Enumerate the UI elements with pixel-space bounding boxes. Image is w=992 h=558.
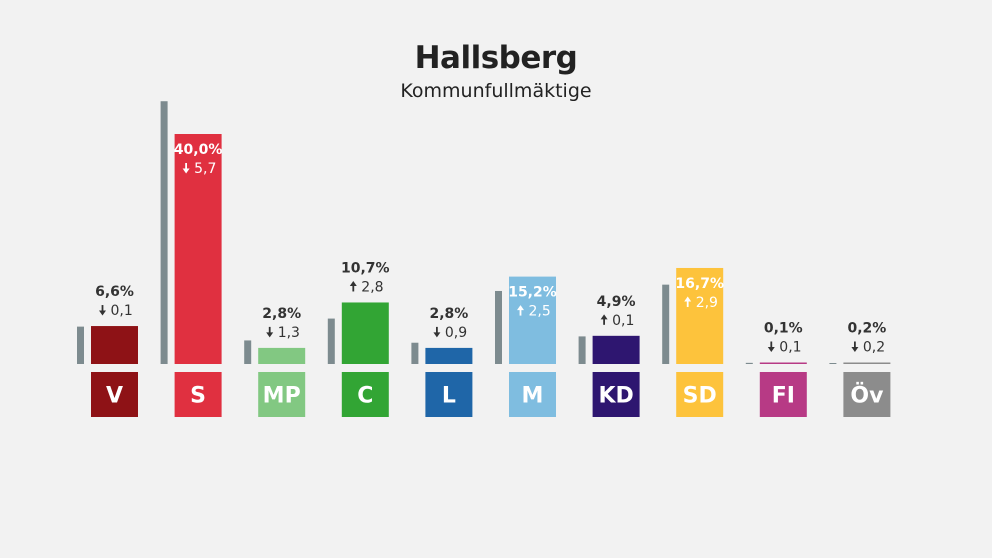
value-label-9: 0,2% bbox=[847, 321, 886, 337]
value-label-2: 2,8% bbox=[262, 306, 301, 322]
party-box-1 bbox=[174, 372, 222, 417]
change-arrow-icon bbox=[851, 341, 859, 352]
previous-bar-2 bbox=[244, 340, 252, 364]
change-label-2: 1,3 bbox=[278, 325, 300, 341]
value-label-6: 4,9% bbox=[597, 294, 636, 310]
party-label-1: S bbox=[190, 384, 206, 409]
change-arrow-icon bbox=[266, 326, 274, 338]
party-box-2 bbox=[258, 372, 306, 417]
previous-bar-5 bbox=[495, 290, 502, 364]
previous-bar-3 bbox=[327, 318, 335, 364]
value-label-5: 15,2% bbox=[508, 285, 557, 301]
party-box-4 bbox=[425, 372, 473, 417]
previous-bar-9 bbox=[829, 363, 837, 364]
value-label-1: 40,0% bbox=[174, 142, 223, 158]
change-arrow-icon bbox=[767, 341, 775, 352]
change-label-0: 0,1 bbox=[111, 303, 133, 319]
party-box-8 bbox=[759, 372, 807, 417]
change-label-5: 2,5 bbox=[529, 304, 551, 320]
change-label-7: 2,9 bbox=[696, 295, 718, 311]
party-label-0: V bbox=[106, 384, 123, 409]
party-label-7: SD bbox=[683, 384, 717, 409]
change-label-4: 0,9 bbox=[445, 325, 467, 341]
previous-bar-1 bbox=[160, 101, 168, 364]
party-label-4: L bbox=[442, 384, 456, 409]
bar-4 bbox=[425, 347, 473, 364]
bar-3 bbox=[341, 302, 389, 364]
change-arrow-icon bbox=[517, 305, 524, 316]
change-arrow-icon bbox=[99, 305, 106, 316]
chart-subtitle: Kommunfullmäktige bbox=[400, 80, 592, 102]
previous-bar-4 bbox=[411, 342, 419, 364]
party-box-6 bbox=[592, 372, 640, 417]
change-arrow-icon bbox=[433, 326, 441, 338]
bar-0 bbox=[91, 326, 138, 364]
value-label-4: 2,8% bbox=[429, 306, 468, 322]
previous-bar-6 bbox=[578, 336, 586, 364]
party-box-0 bbox=[91, 372, 138, 417]
change-arrow-icon bbox=[600, 314, 608, 325]
change-label-1: 5,7 bbox=[194, 161, 216, 177]
change-arrow-icon bbox=[684, 296, 692, 307]
value-label-7: 16,7% bbox=[675, 276, 724, 292]
party-label-5: M bbox=[522, 384, 544, 409]
value-label-3: 10,7% bbox=[341, 260, 390, 276]
bar-8 bbox=[759, 362, 807, 364]
chart-title: Hallsberg bbox=[414, 40, 578, 76]
party-label-9: Öv bbox=[850, 383, 884, 409]
value-label-0: 6,6% bbox=[95, 284, 134, 300]
change-label-9: 0,2 bbox=[863, 340, 885, 356]
bar-7 bbox=[676, 267, 724, 364]
change-label-6: 0,1 bbox=[612, 313, 634, 329]
change-label-8: 0,1 bbox=[779, 340, 801, 356]
party-label-2: MP bbox=[263, 384, 301, 409]
change-arrow-icon bbox=[349, 280, 357, 292]
party-label-8: FI bbox=[772, 384, 795, 409]
change-label-3: 2,8 bbox=[361, 279, 383, 295]
previous-bar-7 bbox=[662, 284, 670, 364]
previous-bar-0 bbox=[77, 326, 84, 364]
bar-9 bbox=[843, 362, 891, 364]
party-box-7 bbox=[676, 372, 724, 417]
bar-6 bbox=[592, 335, 640, 364]
previous-bar-8 bbox=[745, 362, 753, 364]
change-arrow-icon bbox=[182, 163, 190, 174]
bar-2 bbox=[258, 347, 306, 364]
party-box-5 bbox=[509, 372, 556, 417]
bar-5 bbox=[509, 276, 556, 364]
party-label-6: KD bbox=[598, 384, 633, 409]
party-box-3 bbox=[341, 372, 389, 417]
party-box-9 bbox=[843, 372, 891, 417]
party-label-3: C bbox=[357, 384, 373, 409]
bar-1 bbox=[174, 134, 222, 364]
value-label-8: 0,1% bbox=[764, 321, 803, 337]
